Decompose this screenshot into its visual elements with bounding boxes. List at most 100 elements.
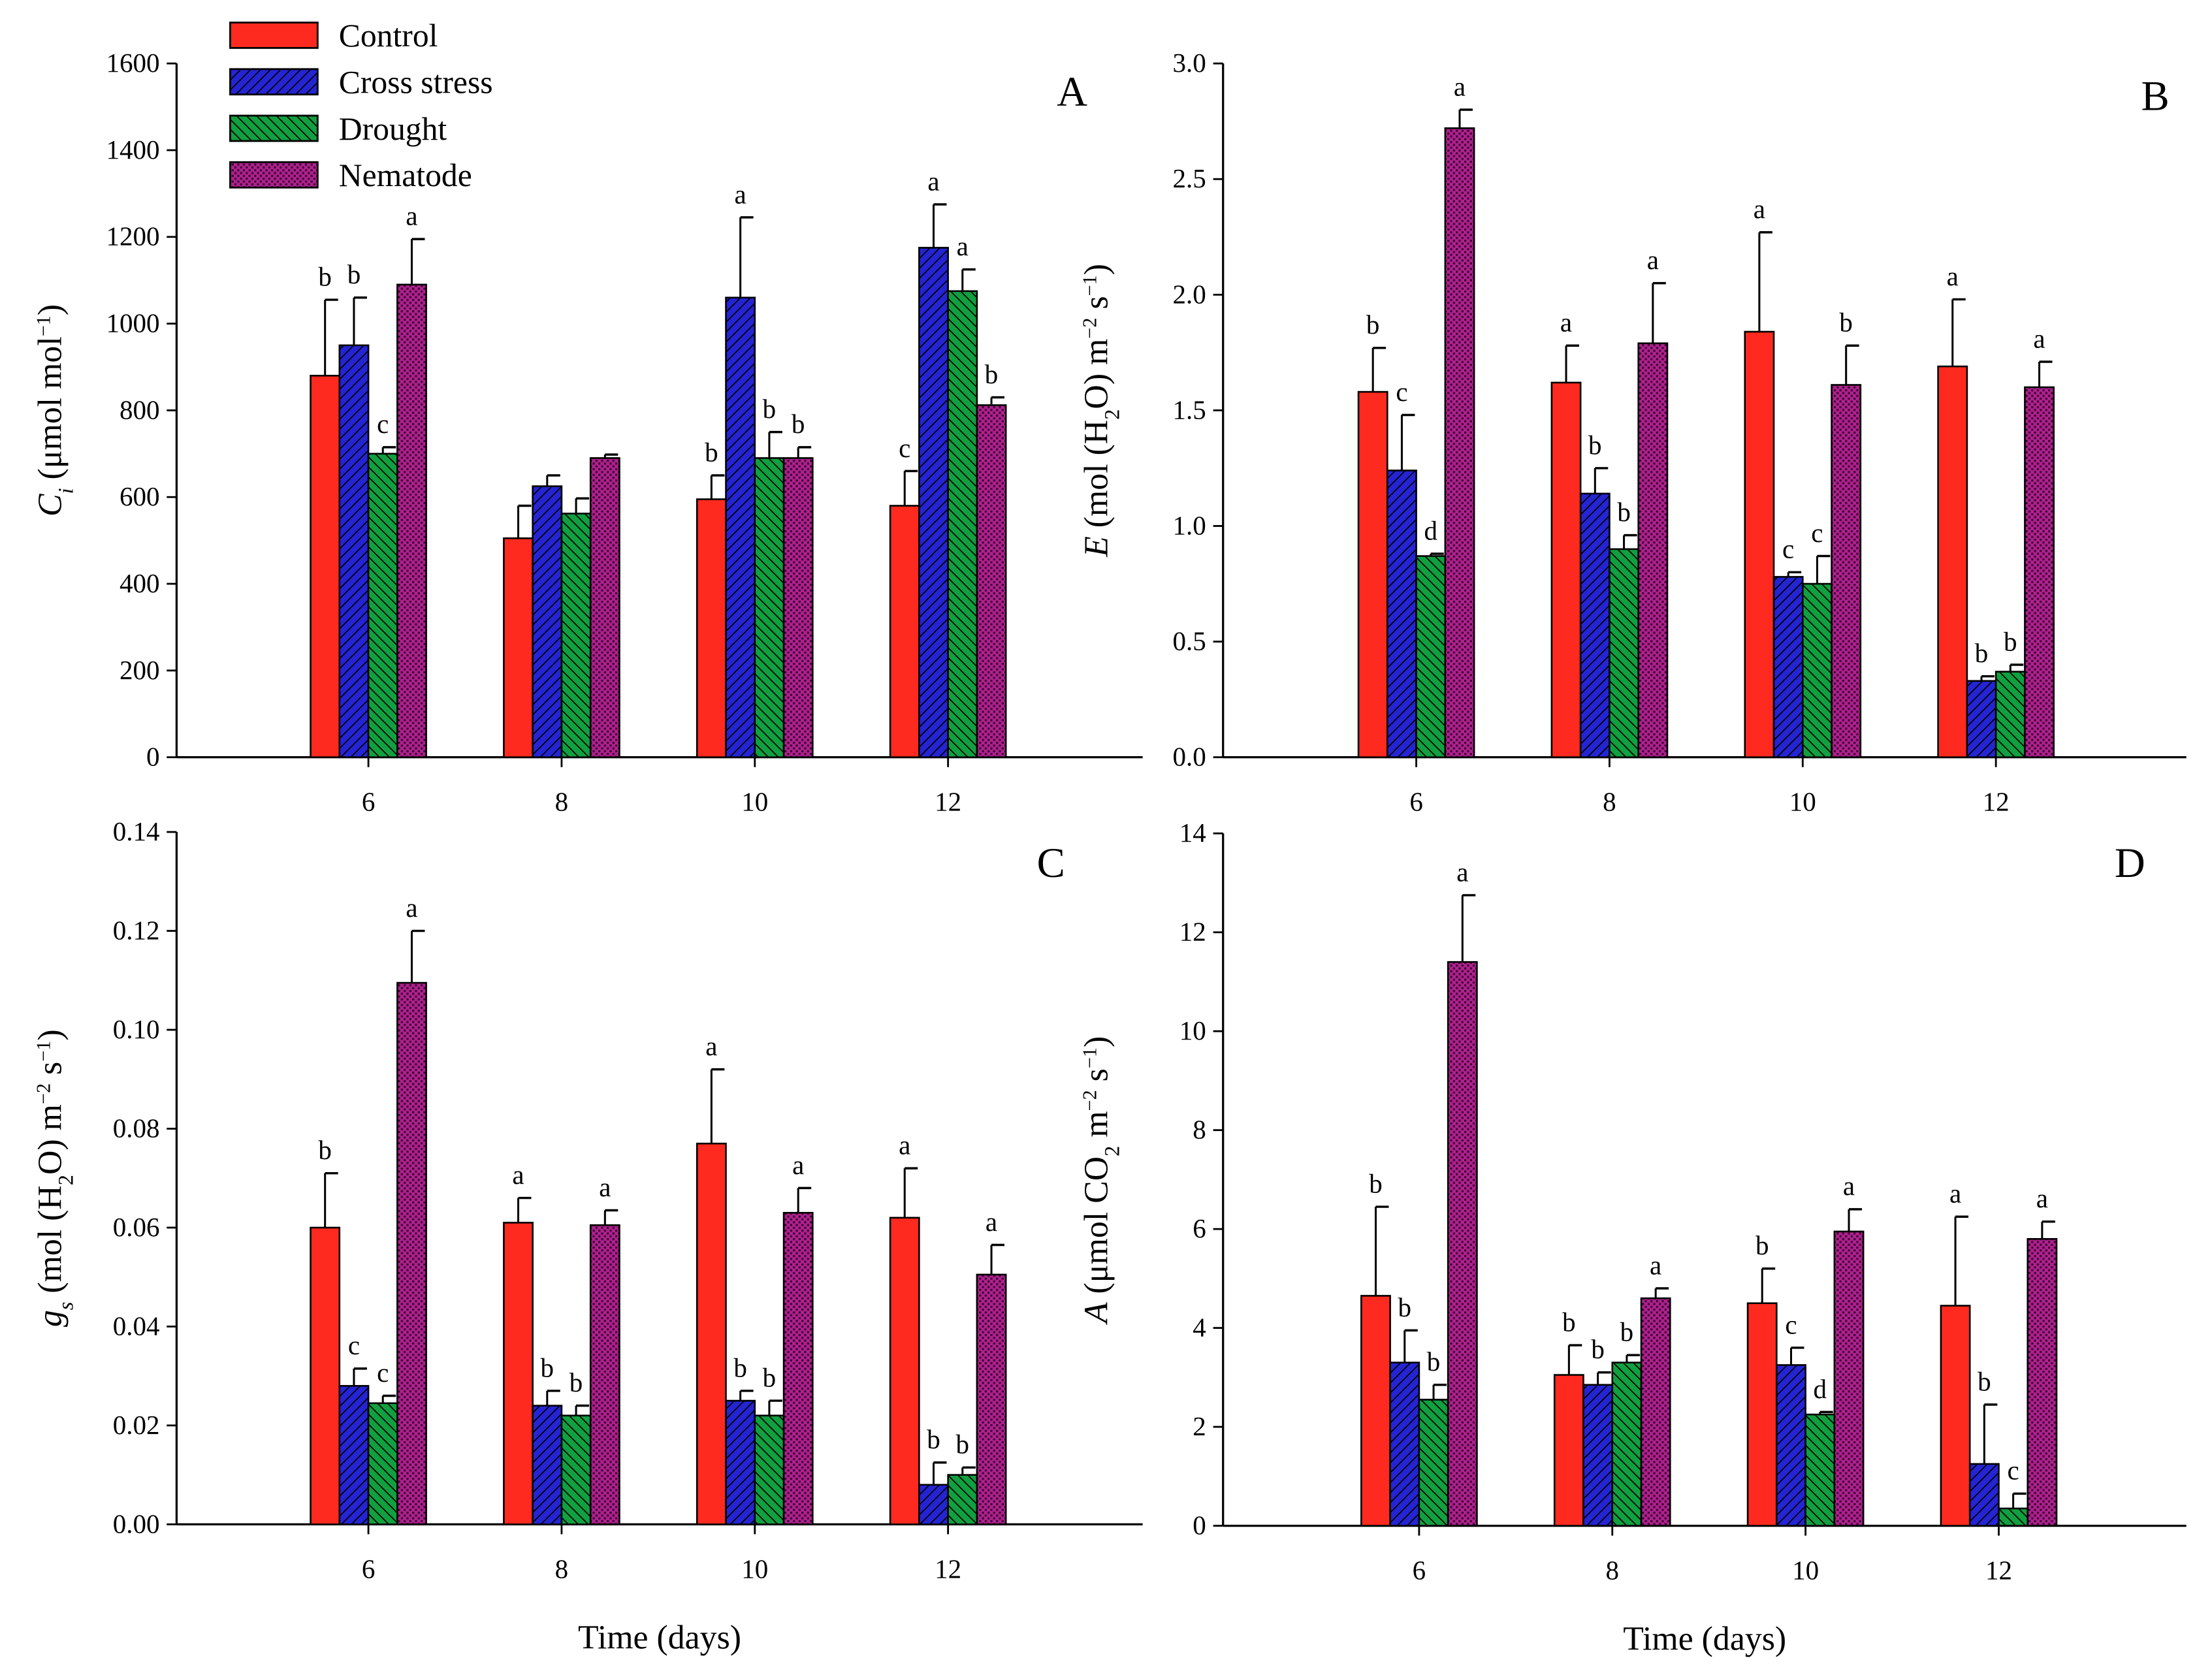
y-axis-label: A (μmol CO2 m−2 s−1) — [1078, 1036, 1125, 1325]
legend-swatch-cross-stress — [229, 68, 319, 96]
bar-drought — [1415, 555, 1447, 758]
significance-letter: b — [1427, 1346, 1441, 1377]
x-tick-label: 6 — [362, 1553, 376, 1583]
bar-nematode — [396, 981, 427, 1525]
bar-cross-stress — [1966, 680, 1997, 758]
x-tick-label: 12 — [1983, 787, 2010, 817]
bar-cross-stress — [725, 296, 756, 758]
significance-letter: a — [792, 1150, 804, 1180]
bar-nematode — [589, 1224, 620, 1525]
legend-swatch-nematode — [229, 161, 319, 189]
y-tick-label: 0 — [146, 742, 160, 772]
significance-letter: a — [705, 1031, 717, 1061]
y-tick-label: 400 — [120, 568, 160, 598]
significance-letter: a — [512, 1160, 524, 1190]
bar-drought — [1998, 1507, 2029, 1527]
y-tick-label: 0.06 — [113, 1212, 160, 1242]
y-axis-label: Ci (μmol mol−1) — [31, 304, 78, 517]
bar-cross-stress — [532, 485, 563, 758]
significance-letter: a — [1560, 308, 1572, 338]
y-tick-label: 600 — [120, 481, 160, 511]
bar-drought — [754, 1414, 785, 1525]
bar-drought — [1609, 548, 1640, 758]
y-tick-label: 0 — [1193, 1510, 1206, 1540]
significance-letter: c — [1811, 518, 1823, 548]
y-tick-label: 12 — [1179, 917, 1206, 947]
y-axis-label: E (mol (H2O) m−2 s−1) — [1078, 264, 1125, 558]
panel-label: C — [1037, 840, 1065, 887]
bar-nematode — [1637, 342, 1669, 758]
bar-drought — [947, 290, 978, 758]
significance-letter: b — [1839, 308, 1853, 338]
bar-nematode — [976, 1273, 1007, 1525]
legend-swatch-drought — [229, 114, 319, 142]
x-tick-label: 6 — [362, 787, 376, 817]
significance-letter: a — [1947, 261, 1959, 291]
significance-letter: c — [1782, 534, 1794, 564]
x-tick-label: 8 — [555, 787, 569, 817]
x-tick-label: 8 — [555, 1553, 569, 1583]
x-tick-label: 12 — [1985, 1555, 2012, 1585]
significance-letter: b — [1591, 1334, 1605, 1364]
significance-letter: a — [1754, 194, 1765, 224]
bar-cross-stress — [1387, 469, 1417, 758]
significance-letter: a — [899, 1130, 910, 1160]
significance-letter: b — [1562, 1307, 1576, 1337]
bar-cross-stress — [1389, 1361, 1420, 1527]
y-tick-label: 1000 — [106, 308, 159, 338]
panel-label: A — [1057, 69, 1087, 116]
bar-control — [1550, 381, 1582, 758]
bar-control — [696, 498, 727, 758]
bar-control — [889, 505, 920, 758]
significance-letter: c — [377, 1358, 389, 1388]
bar-nematode — [2024, 386, 2055, 758]
significance-letter: a — [1650, 1250, 1661, 1280]
bar-drought — [1418, 1399, 1449, 1527]
significance-letter: b — [705, 437, 718, 467]
y-tick-label: 4 — [1193, 1313, 1206, 1343]
bar-control — [1744, 330, 1775, 758]
bar-drought — [754, 457, 785, 758]
bar-drought — [560, 1414, 592, 1525]
bar-cross-stress — [918, 247, 949, 758]
significance-letter: a — [957, 231, 969, 261]
significance-letter: b — [985, 359, 999, 389]
y-tick-label: 0.02 — [113, 1410, 160, 1440]
significance-letter: c — [1785, 1309, 1797, 1339]
y-tick-label: 14 — [1179, 818, 1206, 848]
significance-letter: a — [1843, 1171, 1855, 1201]
y-axis-label: gs (mol (H2O) m−2 s−1) — [31, 1029, 78, 1327]
significance-letter: c — [1396, 377, 1407, 407]
significance-letter: b — [347, 259, 361, 289]
y-tick-label: 2.5 — [1173, 163, 1206, 193]
bar-nematode — [396, 283, 427, 758]
bar-cross-stress — [1968, 1463, 2000, 1527]
significance-letter: d — [1424, 515, 1437, 545]
significance-letter: b — [318, 1135, 332, 1165]
significance-letter: c — [377, 409, 389, 439]
bar-cross-stress — [1579, 492, 1611, 758]
bar-control — [310, 374, 341, 758]
y-tick-label: 0.5 — [1173, 626, 1206, 656]
significance-letter: b — [733, 1352, 747, 1382]
significance-letter: b — [1588, 430, 1602, 460]
legend: Control Cross stress Drought Nematode — [229, 18, 493, 193]
panel-label: D — [2115, 840, 2145, 887]
legend-label: Nematode — [339, 157, 472, 193]
bar-control — [503, 537, 534, 758]
significance-letter: b — [569, 1367, 583, 1397]
x-tick-label: 10 — [1792, 1555, 1819, 1585]
bar-control — [1937, 365, 1968, 758]
y-tick-label: 2.0 — [1173, 279, 1206, 309]
y-tick-label: 800 — [120, 394, 160, 424]
bar-drought — [367, 1402, 398, 1525]
significance-letter: a — [735, 179, 746, 209]
y-tick-label: 0.00 — [113, 1508, 160, 1538]
bar-control — [503, 1222, 534, 1525]
bar-control — [1940, 1305, 1971, 1527]
bar-nematode — [1831, 384, 1862, 758]
bar-cross-stress — [918, 1484, 949, 1525]
